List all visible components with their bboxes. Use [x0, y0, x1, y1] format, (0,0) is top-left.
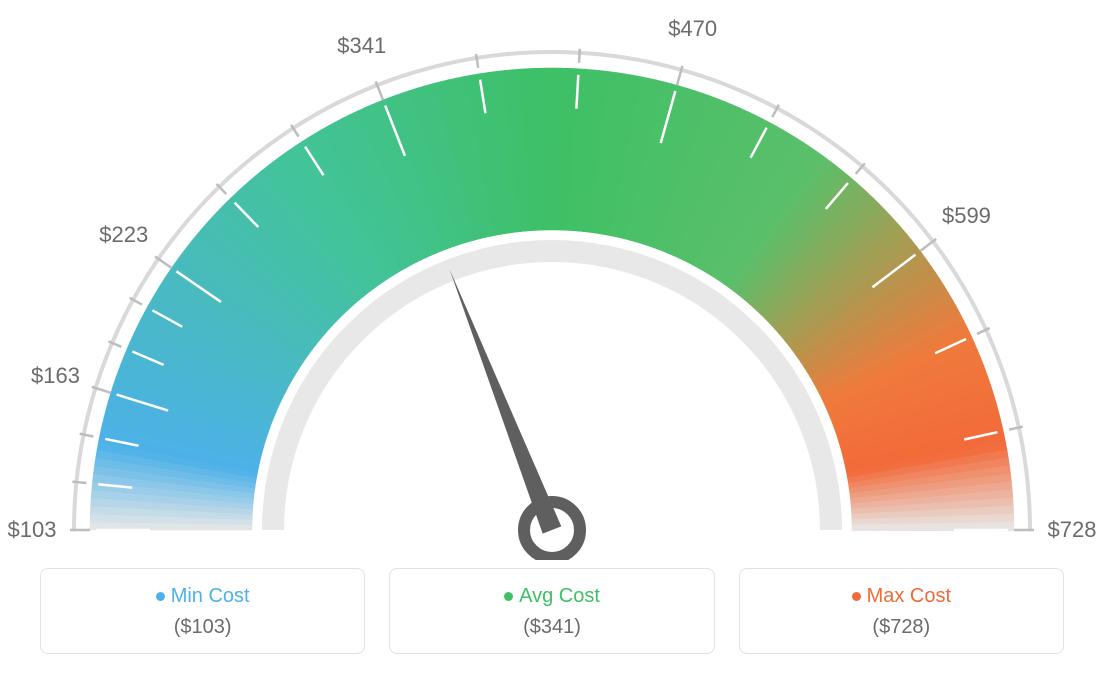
legend-dot-icon — [852, 592, 861, 601]
tick-label: $341 — [337, 33, 386, 59]
legend-dot-icon — [504, 592, 513, 601]
legend-row: Min Cost ($103) Avg Cost ($341) Max Cost ($72… — [0, 568, 1104, 654]
tick-label: $599 — [942, 203, 991, 229]
legend-title-text: Avg Cost — [519, 585, 600, 607]
tick-label: $728 — [1048, 517, 1097, 543]
tick-label: $470 — [668, 16, 717, 42]
legend-dot-icon — [156, 592, 165, 601]
gauge-svg — [0, 0, 1104, 560]
needle — [450, 269, 562, 533]
tick-label: $163 — [31, 363, 80, 389]
legend-title-text: Max Cost — [867, 585, 951, 607]
tick-label: $223 — [99, 222, 148, 248]
tick-label: $103 — [8, 517, 57, 543]
gauge-chart: $103 $163 $223 $341 $470 $599 $728 — [0, 0, 1104, 560]
legend-title-max: Max Cost — [740, 585, 1063, 608]
legend-title-avg: Avg Cost — [390, 585, 713, 608]
legend-title-text: Min Cost — [171, 585, 250, 607]
color-arc — [90, 68, 1014, 531]
legend-value-avg: ($341) — [390, 616, 713, 639]
legend-card-max: Max Cost ($728) — [739, 568, 1064, 654]
legend-value-min: ($103) — [41, 616, 364, 639]
legend-title-min: Min Cost — [41, 585, 364, 608]
legend-value-max: ($728) — [740, 616, 1063, 639]
legend-card-avg: Avg Cost ($341) — [389, 568, 714, 654]
legend-card-min: Min Cost ($103) — [40, 568, 365, 654]
